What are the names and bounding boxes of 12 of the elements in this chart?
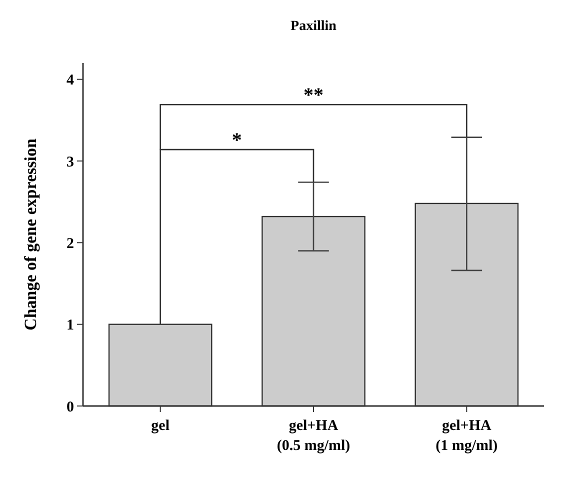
chart-title: Paxillin [290, 19, 337, 34]
x-tick-label: gel+HA (0.5 mg/ml) [276, 418, 350, 454]
y-tick-label: 4 [66, 72, 74, 89]
y-tick-label: 2 [66, 236, 74, 252]
x-tick-label: gel [151, 418, 170, 434]
y-tick-label: 0 [66, 399, 74, 416]
annotation: ** [304, 84, 324, 107]
x-tick-label: gel+HA (1 mg/ml) [436, 418, 498, 454]
annotation: * [232, 130, 242, 152]
y-tick-label: 3 [66, 154, 74, 170]
y-tick-label: 1 [66, 318, 74, 334]
y-axis-title: Change of gene expression [21, 138, 40, 330]
